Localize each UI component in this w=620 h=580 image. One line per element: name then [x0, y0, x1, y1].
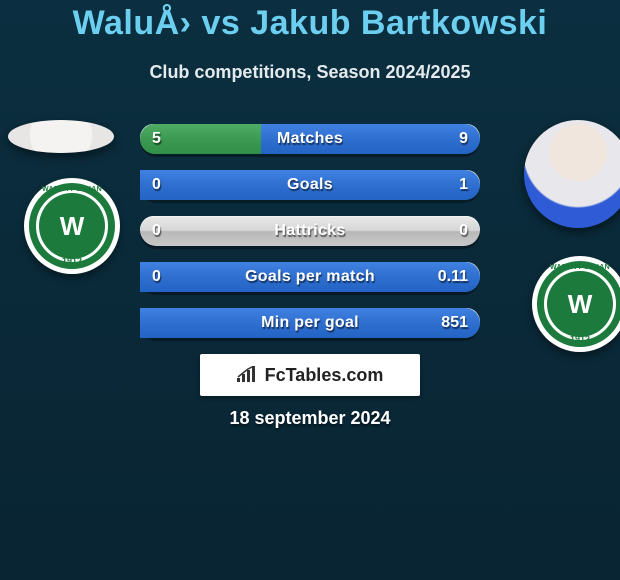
- comparison-card: WaluÅ› vs Jakub Bartkowski Club competit…: [0, 0, 620, 580]
- stat-label: Hattricks: [140, 216, 480, 246]
- stat-value-left: 0: [152, 216, 161, 246]
- player-left-photo: [8, 120, 114, 153]
- club-logo-left: WARTA POZNAŃ W 1912: [24, 178, 120, 274]
- club-year-left: 1912: [24, 256, 120, 266]
- stat-bars: Matches59 Goals01 Hattricks0 0 Goals per mat…: [140, 124, 480, 354]
- watermark: FcTables.com: [200, 354, 420, 396]
- page-title: WaluÅ› vs Jakub Bartkowski: [0, 4, 620, 43]
- stat-row: Min per goal851: [140, 308, 480, 338]
- club-letter-left: W: [39, 193, 105, 259]
- stat-row: Matches59: [140, 124, 480, 154]
- stat-value-right: 0: [459, 216, 468, 246]
- bar-fill-right: [140, 262, 480, 292]
- stat-row: Goals01: [140, 170, 480, 200]
- player-right-photo: [524, 120, 620, 228]
- watermark-text: FcTables.com: [265, 365, 384, 386]
- bar-fill-right: [261, 124, 480, 154]
- club-logo-right: WARTA POZNAŃ W 1912: [532, 256, 620, 352]
- date-text: 18 september 2024: [0, 408, 620, 429]
- chart-icon: [237, 366, 259, 384]
- club-name-right: WARTA POZNAŃ: [532, 264, 620, 271]
- stat-row: Goals per match00.11: [140, 262, 480, 292]
- bar-fill-right: [140, 170, 480, 200]
- stat-row: Hattricks0 0: [140, 216, 480, 246]
- club-letter-right: W: [547, 271, 613, 337]
- club-name-left: WARTA POZNAŃ: [24, 186, 120, 193]
- page-subtitle: Club competitions, Season 2024/2025: [0, 62, 620, 83]
- bar-fill-right: [140, 308, 480, 338]
- bar-fill-left: [140, 124, 261, 154]
- club-year-right: 1912: [532, 334, 620, 344]
